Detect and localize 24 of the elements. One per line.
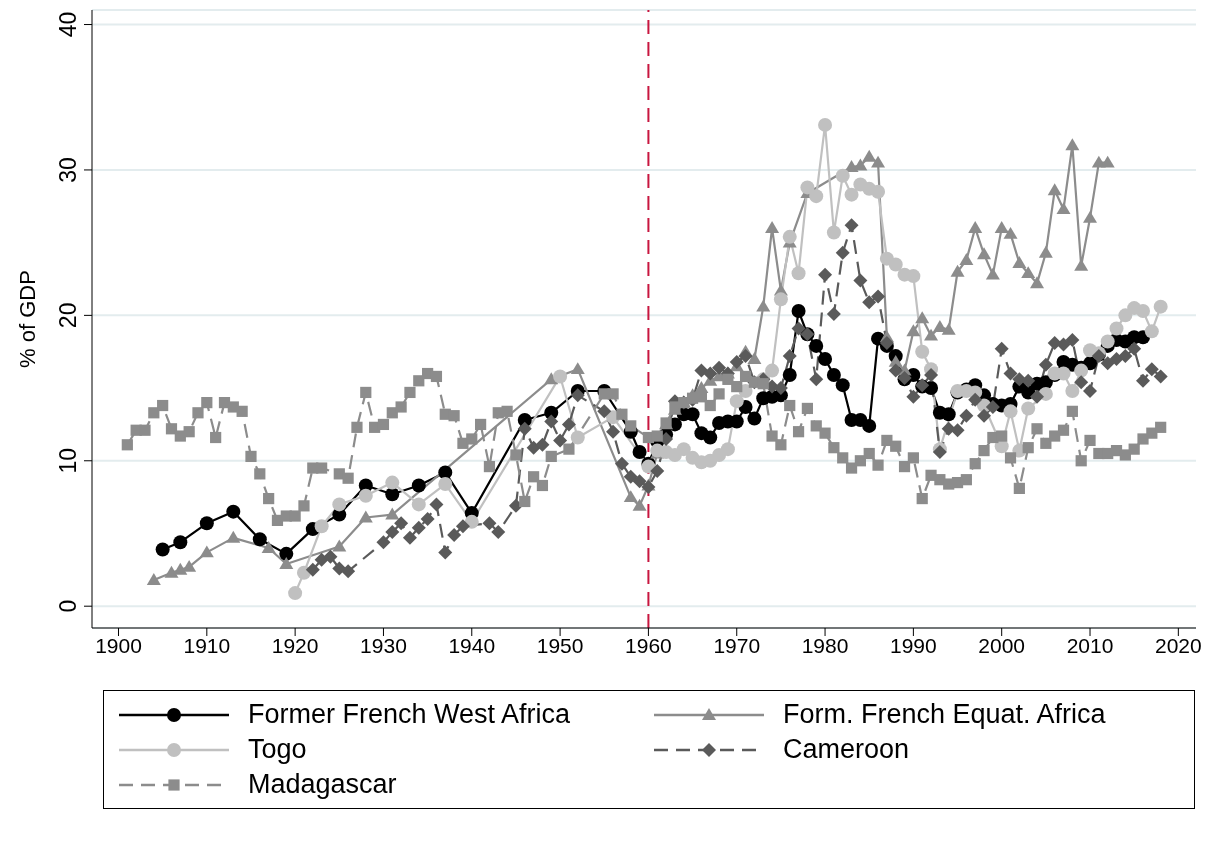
- legend-label: Form. French Equat. Africa: [783, 699, 1106, 730]
- x-tick-label: 1920: [271, 633, 319, 657]
- y-tick-label: 40: [55, 11, 81, 38]
- x-tick-label: 2010: [1066, 633, 1114, 657]
- legend-label: Togo: [248, 734, 307, 765]
- x-tick-label: 1990: [890, 633, 937, 657]
- y-tick-label: 30: [55, 157, 81, 183]
- x-tick-label: 2000: [978, 633, 1026, 657]
- y-axis-title: % of GDP: [14, 270, 40, 368]
- x-tick-label: 1950: [536, 633, 584, 657]
- y-tick-label: 0: [55, 599, 81, 613]
- x-tick-label: 1940: [448, 633, 496, 657]
- y-tick-label: 10: [55, 447, 81, 474]
- x-tick-label: 1900: [95, 633, 142, 657]
- x-tick-label: 2020: [1154, 633, 1202, 657]
- x-tick-label: 1970: [713, 633, 761, 657]
- legend-label: Madagascar: [248, 769, 397, 800]
- legend-label: Cameroon: [783, 734, 910, 765]
- x-tick-label: 1980: [801, 633, 849, 657]
- legend-label: Former French West Africa: [248, 699, 571, 730]
- x-tick-label: 1960: [625, 633, 672, 657]
- y-tick-label: 20: [55, 302, 81, 329]
- x-tick-label: 1930: [360, 633, 407, 657]
- x-tick-label: 1910: [183, 633, 231, 657]
